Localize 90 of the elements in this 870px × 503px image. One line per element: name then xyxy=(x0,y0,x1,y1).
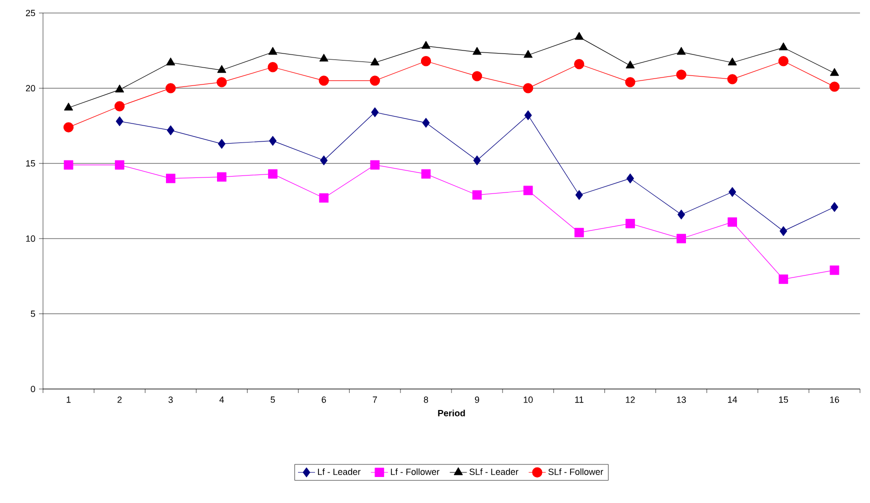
x-tick-label: 1 xyxy=(66,396,71,403)
point xyxy=(778,56,788,66)
point xyxy=(575,190,583,200)
legend-label: SLf - Follower xyxy=(548,468,604,475)
point xyxy=(523,186,533,196)
point xyxy=(727,74,738,84)
x-tick-label: 11 xyxy=(575,396,584,403)
point xyxy=(728,58,737,66)
point xyxy=(217,172,226,182)
point xyxy=(728,187,736,197)
point xyxy=(216,77,227,88)
x-axis-title: Period xyxy=(438,410,465,416)
point xyxy=(64,160,74,170)
x-tick-label: 2 xyxy=(118,396,122,403)
point xyxy=(370,58,380,66)
point xyxy=(626,174,634,184)
point xyxy=(116,116,124,126)
y-tick-label: 15 xyxy=(26,160,36,167)
x-tick-label: 15 xyxy=(779,396,788,403)
y-tick-label: 5 xyxy=(30,310,36,317)
point xyxy=(676,234,686,244)
y-tick-label: 20 xyxy=(26,85,36,92)
legend-label: Lf - Follower xyxy=(390,468,440,475)
point xyxy=(63,122,74,132)
point xyxy=(166,174,176,184)
x-tick-label: 10 xyxy=(524,396,533,403)
legend-label: SLf - Leader xyxy=(470,468,518,475)
x-tick-label: 9 xyxy=(474,396,480,403)
point xyxy=(422,41,430,49)
point xyxy=(218,138,226,149)
point xyxy=(217,65,226,73)
x-tick-label: 3 xyxy=(168,396,173,403)
x-tick-label: 7 xyxy=(372,396,377,403)
point xyxy=(420,56,432,66)
point xyxy=(269,136,277,146)
point xyxy=(574,59,584,70)
point xyxy=(524,50,533,58)
point xyxy=(320,156,328,166)
point xyxy=(524,110,532,120)
point xyxy=(778,42,788,50)
y-tick-label: 25 xyxy=(26,10,36,16)
point xyxy=(319,193,329,203)
point xyxy=(319,54,328,62)
x-tick-label: 6 xyxy=(322,396,326,403)
point xyxy=(676,47,686,55)
x-tick-label: 13 xyxy=(676,396,686,403)
x-tick-label: 5 xyxy=(270,396,275,403)
point xyxy=(472,47,482,55)
point xyxy=(370,76,380,86)
point xyxy=(166,83,176,94)
point xyxy=(678,210,686,220)
point xyxy=(780,226,788,236)
point xyxy=(728,217,738,227)
point xyxy=(64,102,73,110)
legend-label: Lf - Leader xyxy=(318,468,360,475)
x-tick-label: 8 xyxy=(424,396,428,403)
point xyxy=(778,274,788,284)
point xyxy=(523,83,534,94)
point xyxy=(115,84,124,92)
point xyxy=(268,169,278,179)
point xyxy=(830,266,840,275)
y-tick-label: 10 xyxy=(26,235,36,242)
point xyxy=(626,218,635,228)
point xyxy=(626,60,635,68)
point xyxy=(574,32,584,40)
x-tick-label: 4 xyxy=(219,396,224,403)
point xyxy=(472,190,482,200)
y-tick-label: 0 xyxy=(30,386,36,392)
point xyxy=(371,107,379,118)
point xyxy=(830,68,839,76)
point xyxy=(829,82,840,92)
point xyxy=(166,58,176,66)
x-tick-label: 16 xyxy=(830,396,840,403)
point xyxy=(114,101,125,112)
point xyxy=(166,125,174,136)
point xyxy=(318,76,329,86)
point xyxy=(422,118,430,128)
x-tick-label: 14 xyxy=(728,396,738,403)
point xyxy=(370,160,380,170)
x-tick-label: 12 xyxy=(626,396,635,403)
point xyxy=(268,62,278,72)
point xyxy=(473,156,481,166)
point xyxy=(421,169,431,179)
point xyxy=(268,47,278,55)
point xyxy=(676,70,686,80)
point xyxy=(114,160,124,170)
point xyxy=(625,77,636,88)
point xyxy=(830,202,838,212)
point xyxy=(472,71,482,82)
point xyxy=(574,228,584,238)
